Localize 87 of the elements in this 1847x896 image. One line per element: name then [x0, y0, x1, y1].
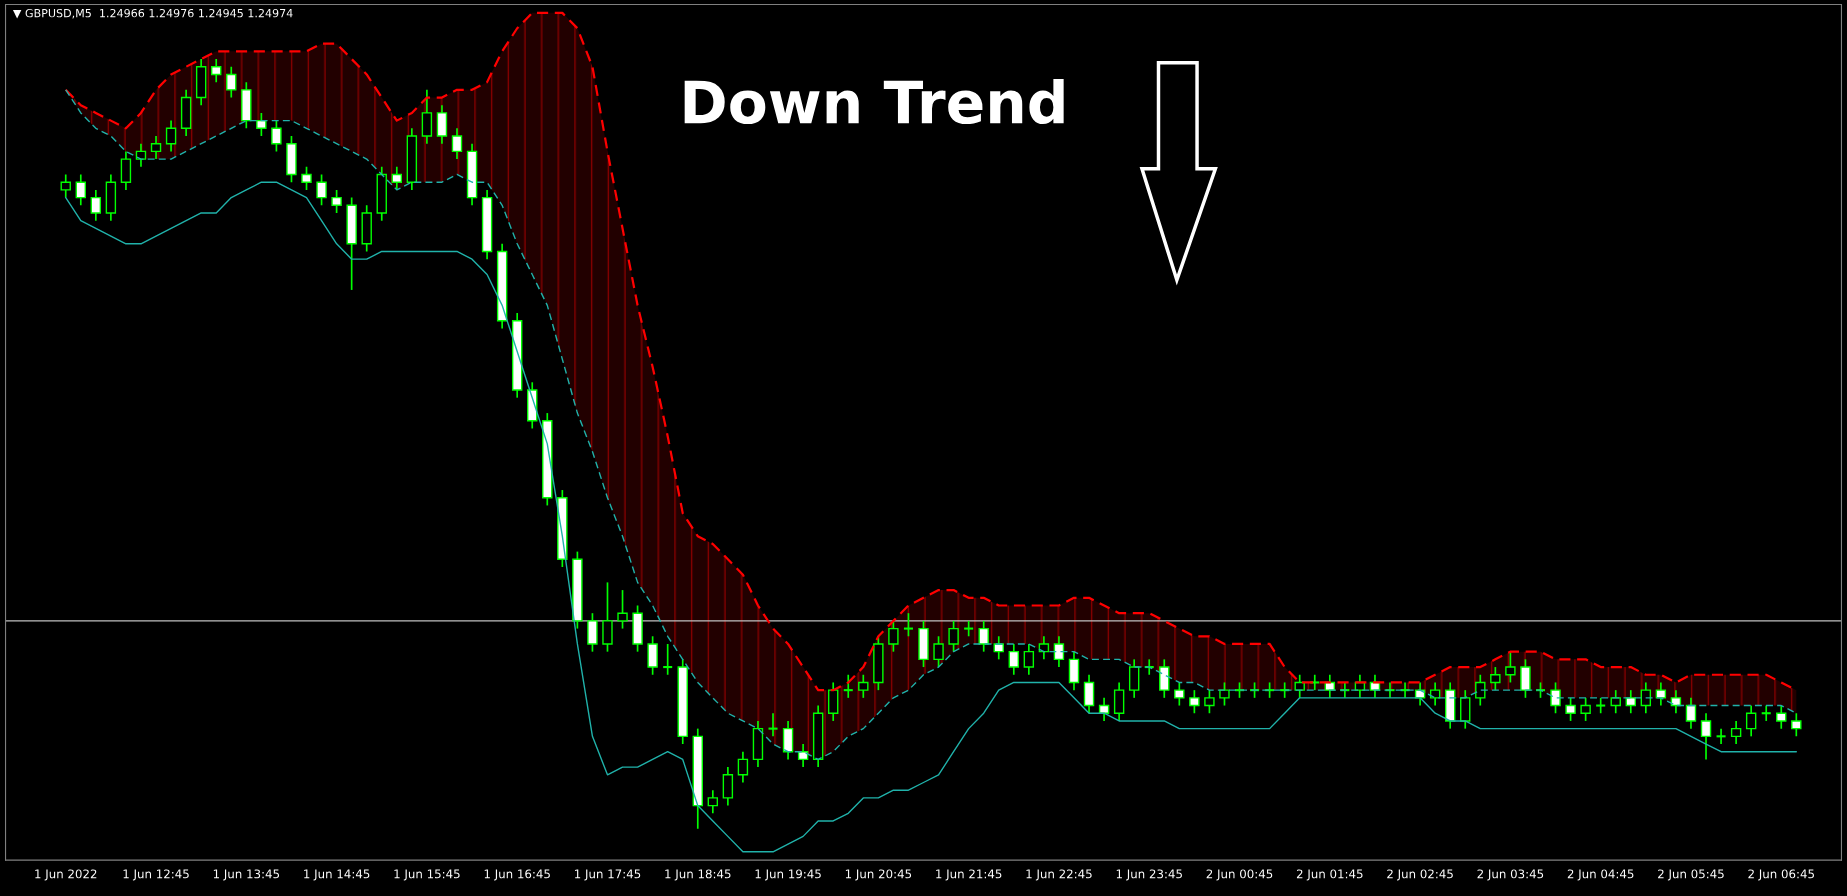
candlestick	[1083, 673, 1095, 715]
x-tick-label: 1 Jun 13:45	[213, 869, 280, 881]
candlestick	[1700, 712, 1712, 761]
candlestick	[1068, 650, 1080, 691]
candlestick	[1685, 697, 1697, 730]
candlestick	[1490, 666, 1501, 691]
candlestick	[1475, 673, 1486, 707]
candlestick	[1053, 635, 1065, 668]
candlestick	[271, 119, 282, 153]
x-tick-label: 1 Jun 2022	[35, 869, 97, 881]
candlestick	[1565, 697, 1576, 722]
candlestick	[211, 58, 222, 83]
candlestick	[933, 635, 944, 668]
candlestick	[1429, 681, 1441, 707]
x-tick-label: 1 Jun 16:45	[484, 869, 550, 881]
x-tick-label: 2 Jun 00:45	[1206, 869, 1273, 881]
candlestick	[165, 119, 177, 153]
candlestick	[1715, 727, 1727, 745]
candlestick	[1204, 689, 1215, 715]
candlestick	[767, 712, 779, 738]
candlestick	[391, 165, 403, 191]
x-tick-label: 2 Jun 04:45	[1567, 869, 1634, 881]
candlestick	[602, 581, 613, 653]
candlestick	[316, 173, 327, 207]
x-tick-label: 1 Jun 20:45	[845, 869, 912, 881]
candlestick	[1580, 697, 1591, 722]
candlestick	[1655, 681, 1667, 707]
candlestick	[722, 766, 734, 807]
candlestick	[737, 750, 749, 784]
candlestick	[1219, 681, 1230, 707]
candlestick	[1550, 681, 1561, 715]
candlestick	[1640, 681, 1652, 715]
chart-title: ▼ GBPUSD,M5 1.24966 1.24976 1.24945 1.24974	[12, 8, 293, 19]
x-tick-label: 1 Jun 12:45	[123, 869, 189, 881]
candlestick	[978, 620, 989, 653]
candlestick	[1023, 643, 1035, 676]
candlestick	[75, 173, 86, 207]
candlestick	[858, 673, 869, 699]
candlestick	[256, 112, 267, 137]
candlestick	[587, 612, 598, 653]
candlestick	[120, 150, 132, 191]
candlestick	[1520, 658, 1531, 699]
x-tick-label: 2 Jun 03:45	[1477, 869, 1544, 881]
candlestick	[421, 88, 433, 145]
x-tick-label: 1 Jun 15:45	[394, 869, 460, 881]
x-tick-label: 1 Jun 18:45	[665, 869, 731, 881]
candlestick	[451, 127, 463, 160]
candlestick	[647, 635, 658, 676]
annotation: Down Trend	[684, 78, 1064, 125]
x-tick-label: 2 Jun 06:45	[1748, 869, 1814, 881]
candlestick	[888, 620, 899, 653]
candlestick	[1174, 681, 1185, 707]
x-tick-label: 2 Jun 05:45	[1658, 869, 1724, 881]
candlestick	[436, 104, 448, 145]
candlestick	[707, 789, 719, 815]
candlestick	[1776, 704, 1787, 730]
candlestick	[331, 189, 342, 214]
candlestick	[948, 620, 959, 653]
candlestick	[902, 612, 915, 638]
candlestick	[1760, 704, 1772, 722]
x-tick-label: 1 Jun 19:45	[755, 869, 821, 881]
candlestick	[782, 720, 794, 761]
candlestick	[226, 65, 237, 99]
x-tick-label: 1 Jun 21:45	[936, 869, 1002, 881]
x-tick-label: 1 Jun 14:45	[304, 869, 370, 881]
candlestick	[1159, 658, 1170, 699]
candlestick	[827, 681, 839, 722]
candlestick	[301, 165, 312, 191]
x-tick-label: 2 Jun 01:45	[1296, 869, 1363, 881]
candlestick	[1745, 704, 1757, 738]
candlestick	[1128, 658, 1140, 699]
candlestick	[662, 643, 674, 676]
candlestick	[60, 173, 71, 199]
x-tick-label: 1 Jun 17:45	[575, 869, 641, 881]
candlestick	[1113, 681, 1125, 722]
candlestick	[1505, 650, 1516, 684]
x-tick-label: 2 Jun 02:45	[1387, 869, 1453, 881]
candlestick	[1791, 712, 1802, 738]
x-tick-label: 1 Jun 22:45	[1026, 869, 1092, 881]
candlestick	[1189, 689, 1200, 715]
candlestick	[617, 589, 628, 630]
candlestick	[1008, 643, 1020, 676]
candlestick	[1730, 720, 1742, 745]
candlestick	[842, 673, 854, 699]
candlestick	[90, 189, 102, 222]
candlestick	[150, 135, 162, 160]
x-tick-label: 1 Jun 23:45	[1116, 869, 1182, 881]
